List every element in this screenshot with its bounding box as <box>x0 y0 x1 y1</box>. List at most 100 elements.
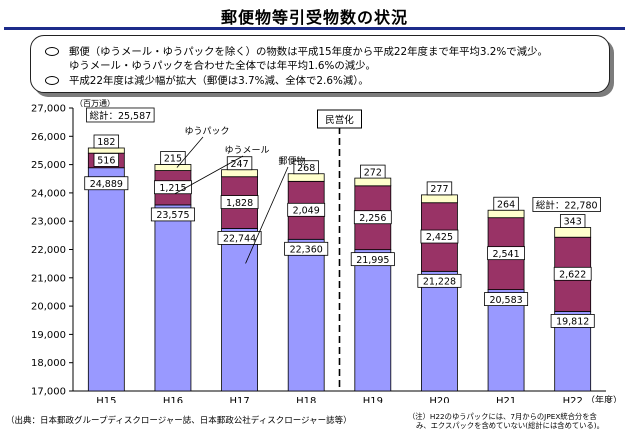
bar-yubinbutsu <box>421 270 458 392</box>
data-label-yubinbutsu: 19,812 <box>556 317 589 328</box>
y-tick-label: 23,000 <box>31 217 66 228</box>
data-label-yu-mail-box <box>93 153 120 167</box>
data-label-yu-mail: 2,049 <box>293 206 320 217</box>
bar-yu-pack <box>221 169 258 178</box>
bar-yubinbutsu <box>287 238 325 392</box>
bar-yu-pack <box>154 164 192 171</box>
y-tick-label: 17,000 <box>31 387 66 398</box>
bar-group: 24,889 516 182 23,575 1,215 215 22,744 1,828 247… <box>84 107 601 392</box>
y-tick-label: 22,000 <box>31 245 66 256</box>
total-label-box <box>86 107 155 123</box>
summary-bullet-1-text: 郵便（ゆうメール・ゆうパックを除く）の物数は平成15年度から平成22年度まで年平… <box>69 46 548 58</box>
divider-label: 民営化 <box>325 114 354 126</box>
data-label-yu-mail: 516 <box>97 156 115 167</box>
y-tick-label: 20,000 <box>31 302 66 313</box>
bar-yubinbutsu <box>154 204 192 392</box>
data-label-yu-mail-box <box>154 180 192 195</box>
bar-yu-pack <box>87 147 125 154</box>
summary-bullet-1: 郵便（ゆうメール・ゆうパックを除く）の物数は平成15年度から平成22年度まで年平… <box>45 43 548 58</box>
divider-label-box <box>317 109 362 129</box>
data-label-yubinbutsu: 21,995 <box>356 255 389 266</box>
callout-yu-mail-leader <box>174 155 244 195</box>
total-label: 総計：25,587 <box>89 110 151 122</box>
data-label-yu-pack: 343 <box>564 217 582 228</box>
data-label-yu-pack: 215 <box>164 154 182 165</box>
title-underline <box>4 27 625 30</box>
total-label: 総計：22,780 <box>536 200 598 212</box>
circle-bullet-icon <box>45 47 59 56</box>
bar-yubinbutsu <box>487 289 525 392</box>
data-label-yu-mail-box <box>220 195 259 209</box>
x-tick-label: H18 <box>296 396 316 403</box>
data-label-yu-pack-box <box>226 156 253 171</box>
data-label-yu-pack-box <box>360 164 386 179</box>
x-axis-unit-label: （年度） <box>586 394 622 403</box>
data-label-yubinbutsu: 20,583 <box>489 295 522 306</box>
y-tick-label: 24,000 <box>31 188 66 199</box>
data-label-yu-pack-box <box>559 214 586 228</box>
x-tick-label: H17 <box>229 396 249 403</box>
bar-yu-pack <box>487 209 525 219</box>
y-tick-label: 19,000 <box>31 330 66 341</box>
bar-yubinbutsu <box>354 249 392 392</box>
data-label-yubinbutsu-box <box>284 241 329 256</box>
data-label-yu-pack: 268 <box>297 163 315 174</box>
data-label-yu-pack-box <box>293 160 319 175</box>
source-note: （出典：日本郵政グループディスクロージャー誌、日本郵政公社ディスクロージャー誌等… <box>6 416 352 426</box>
data-label-yu-mail-box <box>487 246 525 261</box>
page-title: 郵便物等引受物数の状況 <box>220 8 408 27</box>
callout-yu-pack: ゆうパック <box>184 126 229 137</box>
data-label-yu-mail: 2,541 <box>492 249 519 260</box>
data-label-yubinbutsu-box <box>417 273 462 288</box>
bar-yu-pack <box>287 173 325 182</box>
data-label-yu-pack-box <box>493 196 519 211</box>
y-axis-unit-label: （百万通） <box>75 98 115 108</box>
bar-yubinbutsu <box>221 228 258 392</box>
callout-yu-pack-leader <box>176 136 204 168</box>
data-label-yu-mail: 2,256 <box>359 213 386 224</box>
data-label-yu-pack-box <box>426 181 453 196</box>
data-label-yu-mail-box <box>353 210 392 225</box>
summary-bullet-1-continued: ゆうメール・ゆうパックを合わせた全体では年平均1.6%の減少。 <box>45 57 376 72</box>
y-tick-label: 25,000 <box>31 160 66 171</box>
data-label-yubinbutsu: 23,575 <box>156 210 189 221</box>
callout-yubinbutsu: 郵便物 <box>278 155 305 167</box>
chart-axes: 17,000 18,000 19,000 20,000 21,000 22,000 23,0… <box>31 98 622 403</box>
title-bar: 郵便物等引受物数の状況 <box>0 0 629 30</box>
data-label-yubinbutsu-box <box>84 176 129 191</box>
data-label-yubinbutsu: 24,889 <box>90 179 123 190</box>
privatization-divider: 民営化 <box>317 109 362 391</box>
x-tick-label: H19 <box>363 396 383 403</box>
data-label-yu-mail: 2,622 <box>559 270 586 281</box>
data-label-yu-pack: 182 <box>97 137 115 148</box>
data-label-yu-mail-box <box>553 266 592 281</box>
data-label-yubinbutsu: 22,744 <box>223 234 256 245</box>
total-label-box <box>532 197 601 212</box>
summary-box: 郵便（ゆうメール・ゆうパックを除く）の物数は平成15年度から平成22年度まで年平… <box>30 35 610 93</box>
y-tick-label: 26,000 <box>31 132 66 143</box>
data-label-yu-pack-box <box>93 134 120 149</box>
summary-bullet-2-text: 平成22年度は減少幅が拡大（郵便は3.7%減、全体で2.6%減）。 <box>69 75 369 87</box>
bar-yu-pack <box>554 227 592 238</box>
x-tick-label: H15 <box>96 396 116 403</box>
x-tick-label: H21 <box>496 396 516 403</box>
data-label-yu-pack: 272 <box>364 167 382 178</box>
data-label-yu-mail: 1,215 <box>159 183 186 194</box>
callout-yubinbutsu-leader <box>245 166 289 264</box>
bar-yu-pack <box>421 194 458 204</box>
data-label-yubinbutsu-box <box>350 252 395 267</box>
data-label-yu-mail-box <box>420 229 459 244</box>
data-label-yu-pack: 264 <box>497 199 515 210</box>
summary-bullet-2: 平成22年度は減少幅が拡大（郵便は3.7%減、全体で2.6%減）。 <box>45 72 369 87</box>
summary-bullet-1-text-2: ゆうメール・ゆうパックを合わせた全体では年平均1.6%の減少。 <box>69 60 376 72</box>
data-label-yubinbutsu-box <box>484 292 529 307</box>
data-label-yu-pack: 277 <box>430 184 448 195</box>
x-tick-label: H20 <box>429 396 449 403</box>
bar-yubinbutsu <box>87 167 125 392</box>
data-label-yu-mail: 2,425 <box>426 232 453 243</box>
y-tick-label: 27,000 <box>31 104 66 115</box>
data-label-yubinbutsu-box <box>217 231 262 245</box>
footnote-line-2: み、エクスパックを含めていない(総計には含めている)。 <box>416 421 604 430</box>
y-tick-label: 21,000 <box>31 273 66 284</box>
x-tick-label: H22 <box>563 396 583 403</box>
